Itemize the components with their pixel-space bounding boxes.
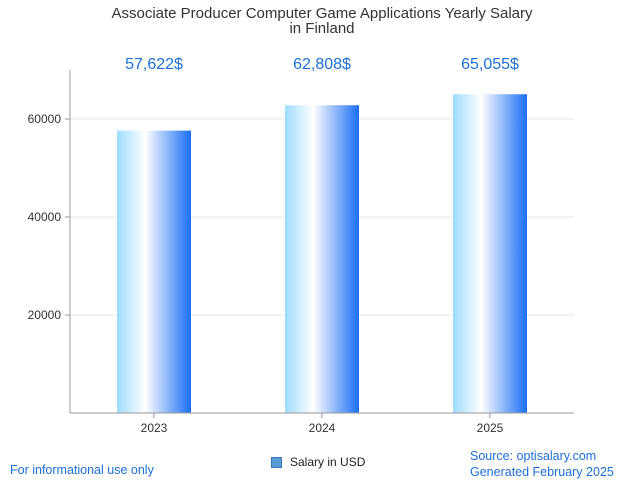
bars xyxy=(117,94,527,414)
legend-label: Salary in USD xyxy=(290,455,366,469)
chart-title-line-2: in Finland xyxy=(289,20,354,37)
data-label-2025: 65,055$ xyxy=(461,56,519,73)
x-tick-label: 2024 xyxy=(309,421,336,435)
bar-2025 xyxy=(453,94,527,413)
legend-swatch xyxy=(271,456,282,468)
y-axis-ticks: 20000 40000 60000 xyxy=(28,112,70,322)
x-axis-ticks: 2023 2024 2025 xyxy=(141,413,504,435)
legend: Salary in USD xyxy=(271,455,365,469)
disclaimer-text: For informational use only xyxy=(10,463,154,477)
data-label-2024: 62,808$ xyxy=(293,56,351,73)
data-label-2023: 57,622$ xyxy=(125,56,183,73)
source-info: Source: optisalary.com Generated Februar… xyxy=(470,448,614,480)
source-text: Source: optisalary.com xyxy=(470,449,597,463)
y-tick-label: 20000 xyxy=(28,308,62,322)
data-labels: 57,622$ 62,808$ 65,055$ xyxy=(125,56,519,73)
bar-2023 xyxy=(117,130,191,413)
chart-title-line-1: Associate Producer Computer Game Applica… xyxy=(111,5,533,22)
generated-text: Generated February 2025 xyxy=(470,465,614,479)
bar-2024 xyxy=(285,105,359,414)
y-tick-label: 60000 xyxy=(28,112,62,126)
x-tick-label: 2025 xyxy=(477,421,504,435)
x-tick-label: 2023 xyxy=(141,421,168,435)
y-tick-label: 40000 xyxy=(28,210,62,224)
